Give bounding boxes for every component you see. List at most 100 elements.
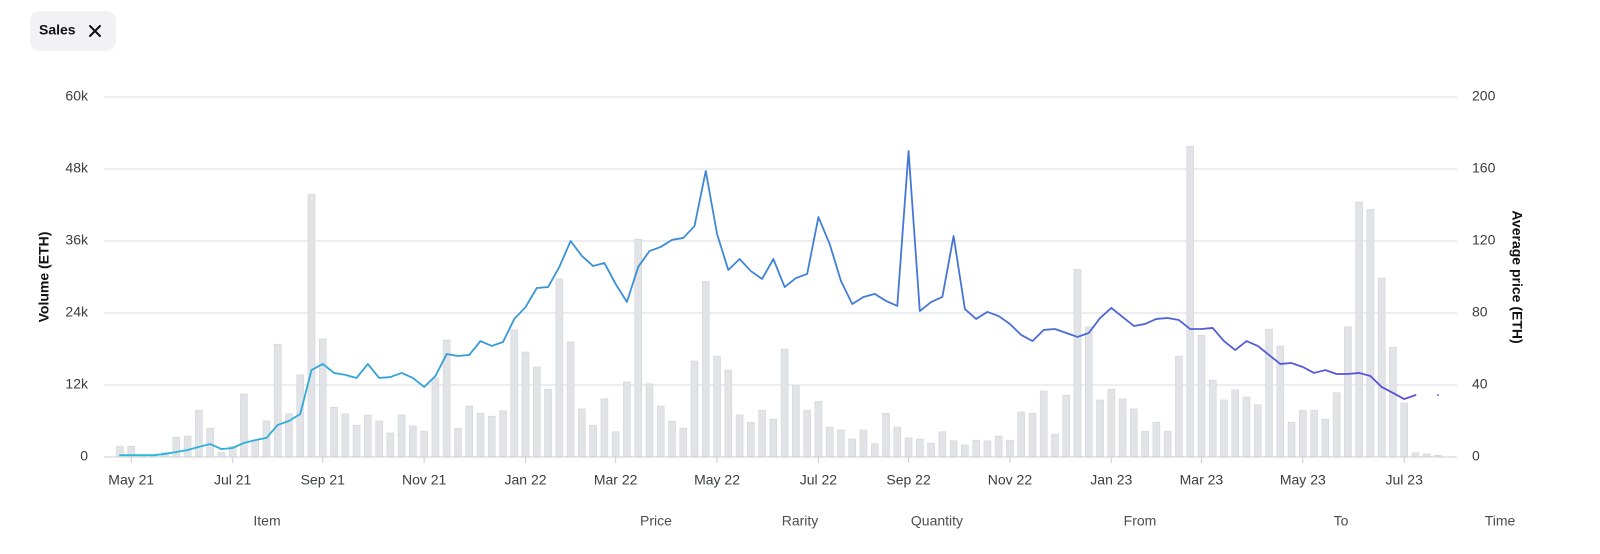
- volume-bar: [949, 440, 958, 458]
- y-tick-label: 0: [80, 448, 88, 464]
- chip-close-icon[interactable]: [89, 25, 101, 37]
- volume-bar: [1287, 421, 1296, 458]
- volume-bar: [747, 421, 755, 458]
- volume-bar: [555, 278, 564, 458]
- y-tick-label: 12k: [65, 376, 89, 392]
- volume-bar: [1006, 439, 1014, 458]
- volume-bar: [364, 414, 372, 458]
- column-header[interactable]: Quantity: [911, 513, 963, 529]
- x-tick-label: May 21: [108, 472, 154, 488]
- volume-bar: [566, 341, 575, 458]
- volume-bar: [927, 442, 935, 458]
- volume-bar: [465, 405, 474, 458]
- volume-bar: [251, 440, 259, 458]
- volume-bar: [882, 412, 890, 458]
- volume-bar: [487, 415, 496, 458]
- volume-bar: [983, 440, 992, 458]
- x-tick-label: Jan 23: [1090, 472, 1132, 488]
- x-tick-label: Jul 23: [1386, 472, 1424, 488]
- x-tick-label: Sep 21: [301, 472, 346, 488]
- volume-bar: [273, 343, 282, 458]
- volume-bar: [206, 427, 214, 458]
- volume-bar: [1400, 402, 1409, 458]
- volume-bar: [1355, 201, 1363, 458]
- y2-axis-title: Average price (ETH): [1509, 210, 1525, 343]
- volume-bar: [454, 427, 462, 458]
- y2-tick-label: 120: [1472, 232, 1496, 248]
- volume-bar: [1242, 396, 1251, 458]
- chip-label: Sales: [39, 22, 76, 38]
- volume-bar: [533, 366, 541, 458]
- x-tick-label: Jan 22: [505, 472, 547, 488]
- volume-bar: [341, 413, 350, 458]
- volume-bar: [938, 431, 947, 458]
- x-tick-label: Jul 22: [800, 472, 838, 488]
- volume-bar: [792, 384, 800, 458]
- volume-bar: [1130, 408, 1138, 458]
- volume-bar: [1028, 412, 1037, 458]
- filter-chip[interactable]: Sales: [30, 11, 116, 51]
- y2-tick-label: 80: [1472, 304, 1488, 320]
- volume-bar: [1321, 418, 1330, 458]
- volume-bar: [1096, 399, 1104, 458]
- y-tick-label: 36k: [65, 232, 89, 248]
- volume-bar: [916, 438, 924, 458]
- volume-bar: [499, 410, 507, 458]
- volume-bar: [668, 420, 676, 458]
- volume-bar: [1152, 421, 1161, 458]
- column-header[interactable]: Time: [1485, 513, 1516, 529]
- volume-bar: [1411, 452, 1420, 458]
- volume-bar: [1073, 268, 1082, 458]
- volume-bar: [724, 369, 733, 458]
- price-line: [119, 150, 1439, 457]
- volume-bar: [904, 437, 913, 458]
- volume-bar: [1377, 277, 1386, 458]
- x-tick-label: Nov 21: [402, 472, 447, 488]
- y2-tick-label: 0: [1472, 448, 1480, 464]
- volume-bar: [893, 426, 902, 458]
- y2-tick-label: 200: [1472, 88, 1496, 104]
- column-header[interactable]: Rarity: [782, 513, 819, 529]
- volume-bar: [544, 388, 552, 458]
- volume-bar: [656, 405, 665, 458]
- column-header[interactable]: Price: [640, 513, 672, 529]
- x-tick-label: May 23: [1280, 472, 1326, 488]
- x-tick-label: May 22: [694, 472, 740, 488]
- volume-bar: [803, 409, 811, 458]
- volume-bar: [1344, 326, 1352, 458]
- column-header[interactable]: To: [1334, 513, 1349, 529]
- column-header[interactable]: Item: [253, 513, 280, 529]
- volume-bar: [420, 430, 428, 458]
- volume-bar: [589, 424, 597, 458]
- volume-bar: [1062, 394, 1071, 458]
- volume-bar: [1163, 430, 1172, 458]
- volume-bar: [240, 393, 248, 458]
- volume-bar: [994, 435, 1003, 458]
- volume-bar: [961, 444, 969, 458]
- x-tick-label: Nov 22: [988, 472, 1033, 488]
- volume-bar: [645, 383, 654, 458]
- column-header[interactable]: From: [1124, 513, 1157, 529]
- volume-bar: [1141, 430, 1149, 458]
- volume-bar: [1332, 392, 1341, 458]
- chip-background: [30, 11, 116, 51]
- volume-bar: [1231, 389, 1240, 458]
- x-tick-label: Mar 22: [594, 472, 638, 488]
- volume-bar: [397, 414, 406, 458]
- y2-tick-label: 160: [1472, 160, 1496, 176]
- volume-bar: [701, 280, 710, 458]
- volume-bar: [1220, 399, 1228, 458]
- volume-bar: [318, 338, 327, 458]
- volume-bar: [195, 409, 203, 458]
- volume-bar: [172, 436, 181, 458]
- volume-bar: [1107, 388, 1116, 458]
- x-tick-label: Jul 21: [214, 472, 252, 488]
- y-tick-label: 24k: [65, 304, 89, 320]
- volume-bar: [679, 427, 688, 458]
- volume-bar: [1051, 433, 1059, 458]
- volume-bar: [1389, 346, 1397, 458]
- volume-bar: [758, 409, 766, 458]
- x-tick-label: Sep 22: [886, 472, 931, 488]
